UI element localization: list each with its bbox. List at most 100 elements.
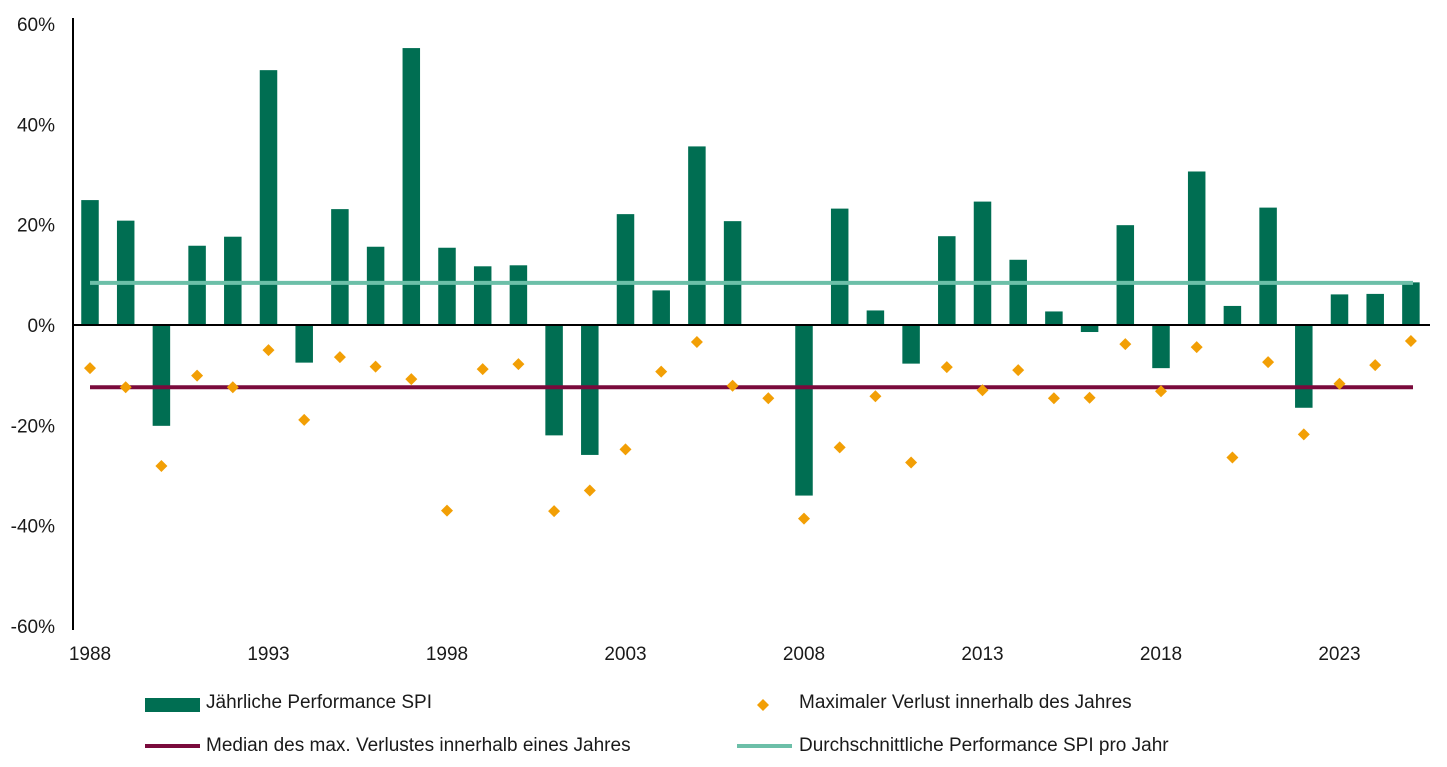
bar-2022 bbox=[1295, 325, 1313, 408]
max-loss-marker-2002 bbox=[583, 484, 596, 497]
labels-layer: 60% 40% 20% 0% -20% -40% -60% 1988 1993 1998 2003 2… bbox=[11, 15, 1361, 665]
max-loss-marker-2025 bbox=[1404, 335, 1417, 348]
max-loss-marker-2013 bbox=[976, 384, 989, 397]
chart: 60% 40% 20% 0% -20% -40% -60% 1988 1993 1998 2003 2… bbox=[11, 15, 1430, 665]
y-tick-label: -40% bbox=[11, 517, 55, 538]
max-loss-marker-2012 bbox=[940, 361, 953, 374]
max-loss-marker-2017 bbox=[1119, 338, 1132, 351]
bar-2006 bbox=[723, 221, 742, 325]
max-loss-marker-1998 bbox=[441, 504, 453, 517]
reference-lines-layer bbox=[90, 280, 1413, 390]
bar-1997 bbox=[402, 48, 421, 325]
bar-2015 bbox=[1045, 311, 1063, 325]
bar-1992 bbox=[224, 236, 242, 325]
max-loss-marker-1990 bbox=[155, 459, 168, 472]
bar-2018 bbox=[1152, 325, 1170, 369]
max-loss-marker-2019 bbox=[1190, 341, 1203, 354]
bar-1993 bbox=[259, 70, 278, 326]
x-tick-label: 2003 bbox=[604, 644, 646, 665]
bar-2008 bbox=[795, 325, 813, 496]
max-loss-marker-1993 bbox=[262, 344, 275, 357]
max-loss-marker-2018 bbox=[1155, 385, 1167, 398]
y-tick-label: -20% bbox=[11, 416, 55, 437]
bar-2000 bbox=[509, 265, 528, 325]
max-loss-marker-2000 bbox=[512, 358, 525, 371]
max-loss-marker-2006 bbox=[726, 379, 739, 392]
x-tick-label: 1988 bbox=[69, 644, 111, 665]
max-loss-marker-1989 bbox=[119, 381, 132, 394]
bar-2023 bbox=[1330, 294, 1349, 325]
bar-2005 bbox=[688, 146, 706, 325]
bars-layer bbox=[81, 48, 1420, 496]
legend-label-median-line: Median des max. Verlustes innerhalb eine… bbox=[206, 735, 631, 756]
max-loss-marker-2016 bbox=[1083, 391, 1096, 404]
max-loss-marker-1992 bbox=[226, 381, 239, 394]
y-tick-label: 20% bbox=[17, 216, 55, 237]
bar-2016 bbox=[1080, 325, 1099, 333]
bar-1998 bbox=[438, 247, 456, 325]
max-loss-marker-2007 bbox=[762, 392, 775, 405]
bar-2014 bbox=[1009, 259, 1027, 325]
bar-1994 bbox=[295, 325, 313, 363]
max-loss-marker-1999 bbox=[476, 363, 489, 376]
y-tick-label: 60% bbox=[17, 15, 55, 36]
bar-1995 bbox=[331, 209, 349, 325]
max-loss-marker-2015 bbox=[1047, 392, 1060, 405]
bar-2011 bbox=[902, 325, 920, 364]
max-loss-marker-2024 bbox=[1369, 359, 1382, 372]
max-loss-marker-1997 bbox=[405, 373, 418, 386]
bar-2003 bbox=[616, 214, 635, 325]
bar-2009 bbox=[830, 208, 849, 325]
max-loss-marker-2023 bbox=[1333, 377, 1346, 390]
bar-1988 bbox=[81, 200, 99, 325]
bar-1999 bbox=[473, 266, 492, 325]
max-loss-marker-2004 bbox=[655, 365, 668, 378]
bar-2004 bbox=[652, 290, 670, 325]
x-tick-label: 2023 bbox=[1318, 644, 1360, 665]
x-tick-label: 2013 bbox=[961, 644, 1003, 665]
max-loss-marker-2005 bbox=[690, 336, 703, 349]
axes-layer bbox=[72, 18, 1430, 630]
bar-2002 bbox=[581, 325, 599, 455]
max-loss-marker-2014 bbox=[1012, 364, 1025, 377]
x-tick-label: 1993 bbox=[247, 644, 289, 665]
x-tick-label: 2008 bbox=[783, 644, 825, 665]
max-loss-marker-2022 bbox=[1297, 428, 1310, 441]
max-loss-marker-2008 bbox=[798, 512, 810, 525]
bar-2017 bbox=[1116, 225, 1135, 325]
max-loss-marker-2001 bbox=[548, 505, 561, 518]
legend-swatch-diamond bbox=[757, 699, 769, 711]
max-loss-marker-1995 bbox=[333, 351, 346, 364]
max-loss-marker-2010 bbox=[869, 390, 882, 403]
legend-swatch-average-line bbox=[737, 744, 792, 748]
max-loss-marker-2003 bbox=[619, 443, 632, 456]
markers-layer bbox=[84, 335, 1417, 525]
max-loss-marker-2009 bbox=[833, 441, 846, 454]
x-tick-label: 1998 bbox=[426, 644, 468, 665]
y-tick-label: 0% bbox=[28, 316, 56, 337]
max-loss-marker-1988 bbox=[84, 362, 96, 375]
bar-1989 bbox=[116, 220, 135, 325]
max-loss-marker-1991 bbox=[191, 369, 204, 382]
bar-2024 bbox=[1366, 293, 1384, 325]
legend-label-diamond: Maximaler Verlust innerhalb des Jahres bbox=[799, 692, 1132, 713]
bar-1991 bbox=[188, 245, 206, 325]
legend-label-average-line: Durchschnittliche Performance SPI pro Ja… bbox=[799, 735, 1169, 756]
bar-2013 bbox=[973, 201, 992, 325]
max-loss-marker-1996 bbox=[369, 360, 382, 373]
legend-label-bar: Jährliche Performance SPI bbox=[206, 692, 432, 713]
bar-2001 bbox=[545, 325, 563, 436]
bar-2020 bbox=[1223, 305, 1242, 325]
bar-1996 bbox=[366, 246, 385, 325]
max-loss-marker-1994 bbox=[298, 413, 311, 426]
bar-2012 bbox=[938, 236, 956, 325]
max-loss-marker-2021 bbox=[1262, 356, 1275, 369]
legend-swatch-median-line bbox=[145, 744, 200, 748]
y-tick-label: -60% bbox=[11, 617, 55, 638]
bar-2010 bbox=[866, 310, 885, 325]
bar-1990 bbox=[152, 325, 171, 426]
x-tick-label: 2018 bbox=[1140, 644, 1182, 665]
max-loss-marker-2011 bbox=[905, 456, 918, 469]
bar-2019 bbox=[1187, 171, 1206, 325]
bar-2025 bbox=[1402, 282, 1420, 325]
